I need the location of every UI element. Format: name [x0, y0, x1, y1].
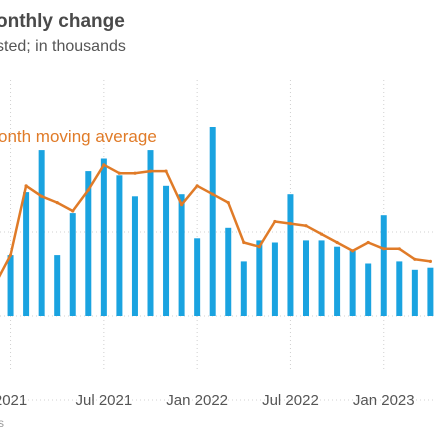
moving-average-point-5	[71, 209, 75, 213]
moving-average-point-23	[351, 249, 355, 253]
bar-20	[303, 240, 309, 316]
bar-7	[100, 158, 107, 316]
bar-6	[85, 171, 92, 316]
x-tick-label-1: Jul 2021	[75, 392, 132, 409]
bar-26	[396, 261, 403, 316]
moving-average-point-16	[242, 240, 246, 245]
moving-average-point-24	[366, 240, 370, 245]
x-tick-label-3: Jul 2022	[262, 392, 319, 409]
source-note: s	[0, 416, 4, 430]
bar-10	[147, 150, 154, 316]
moving-average-point-2	[24, 184, 28, 188]
moving-average-point-28	[428, 259, 432, 263]
bar-28	[427, 267, 434, 316]
moving-average-point-20	[304, 224, 308, 228]
bar-23	[349, 250, 356, 316]
bar-8	[116, 175, 123, 316]
moving-average-point-27	[413, 257, 417, 261]
moving-average-point-12	[180, 203, 184, 207]
bar-series	[7, 127, 434, 316]
bar-5	[69, 213, 76, 316]
bar-14	[209, 127, 216, 316]
bar-17	[256, 240, 263, 316]
moving-average-point-6	[86, 188, 90, 192]
bar-3	[38, 150, 45, 316]
bar-13	[194, 238, 201, 316]
x-axis-ticks: 2021 Jul 2021 Jan 2022 Jul 2022 Jan 2023	[0, 392, 415, 409]
vertical-gridlines	[10, 80, 385, 372]
moving-average-point-26	[397, 247, 401, 251]
bar-19	[287, 194, 294, 316]
chart-subtitle: sted; in thousands	[0, 38, 126, 55]
moving-average-point-19	[288, 222, 293, 226]
bar-16	[240, 261, 247, 316]
bar-22	[334, 246, 341, 316]
bar-2	[23, 192, 30, 316]
moving-average-label: onth moving average	[0, 127, 157, 146]
bar-27	[411, 269, 418, 316]
bar-11	[163, 185, 170, 316]
moving-average-point-13	[195, 184, 199, 188]
x-tick-label-4: Jan 2023	[353, 392, 415, 409]
bar-25	[380, 215, 387, 316]
bar-4	[54, 255, 61, 316]
moving-average-point-10	[148, 169, 153, 173]
moving-average-point-17	[257, 245, 261, 249]
moving-average-point-4	[55, 201, 59, 205]
bar-18	[271, 242, 278, 316]
bar-21	[318, 240, 325, 316]
moving-average-point-7	[102, 163, 106, 167]
moving-average-point-21	[319, 232, 324, 236]
bar-1	[7, 255, 14, 316]
x-tick-label-0: 2021	[0, 392, 27, 409]
moving-average-point-25	[382, 247, 386, 251]
bar-12	[178, 194, 185, 316]
moving-average-point-1	[8, 253, 13, 257]
bar-9	[131, 196, 138, 316]
moving-average-point-9	[133, 171, 137, 175]
moving-average-point-14	[211, 192, 215, 196]
moving-average-point-8	[117, 171, 121, 175]
moving-average-point-11	[164, 169, 168, 173]
moving-average-point-22	[335, 240, 339, 245]
chart-title: onthly change	[0, 11, 125, 32]
bar-24	[365, 263, 372, 316]
moving-average-point-18	[273, 219, 277, 224]
bar-15	[225, 227, 232, 316]
moving-average-point-3	[40, 194, 44, 198]
moving-average-point-15	[226, 201, 230, 205]
moving-average-series	[0, 163, 432, 278]
x-tick-label-2: Jan 2022	[166, 392, 228, 409]
